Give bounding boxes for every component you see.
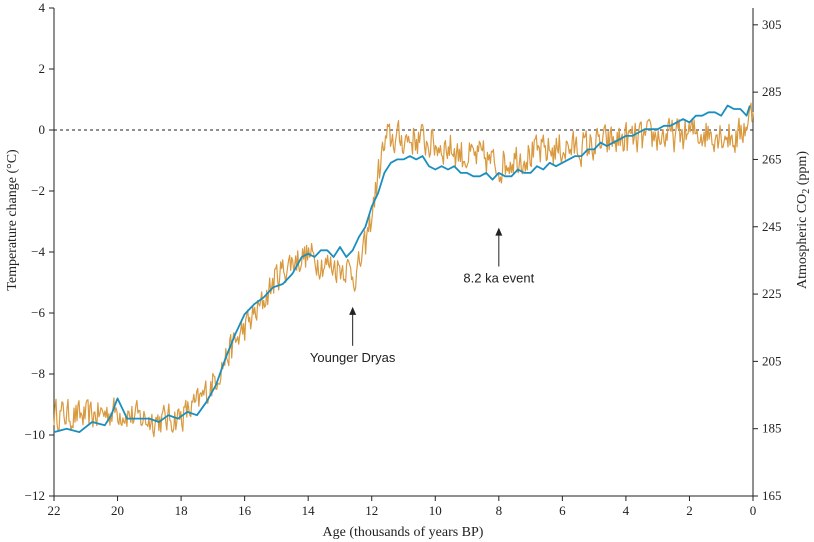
right-tick-label: 285 (762, 84, 782, 99)
annotations: Younger Dryas 8.2 ka event (310, 227, 535, 365)
right-axis-title: Atmospheric CO2 (ppm) (795, 151, 812, 289)
right-tick-label: 245 (762, 219, 782, 234)
left-axis-ticks: 4 2 0 −2 −4 −6 −8 −10 −12 (25, 0, 54, 503)
right-axis-title-unit: (ppm) (795, 151, 810, 189)
left-tick-label: −4 (31, 244, 45, 259)
left-tick-label: −6 (31, 305, 45, 320)
left-tick-label: −2 (31, 183, 45, 198)
left-tick-label: 4 (39, 0, 46, 15)
x-tick-label: 6 (559, 503, 566, 518)
annotation-arrowhead (495, 227, 503, 236)
right-tick-label: 265 (762, 151, 782, 166)
left-tick-label: −12 (25, 488, 45, 503)
left-axis-title: Temperature change (°C) (5, 149, 20, 291)
right-tick-label: 205 (762, 353, 782, 368)
co2-series-line (53, 104, 751, 433)
x-tick-label: 18 (175, 503, 188, 518)
right-tick-label: 165 (762, 488, 782, 503)
x-tick-label: 22 (48, 503, 61, 518)
left-tick-label: −10 (25, 427, 45, 442)
x-tick-label: 20 (111, 503, 124, 518)
x-axis-ticks: 22 20 18 16 14 12 10 8 6 4 2 0 (48, 496, 757, 518)
x-tick-label: 14 (302, 503, 316, 518)
x-tick-label: 4 (623, 503, 630, 518)
annotation: 8.2 ka event (463, 227, 535, 286)
left-tick-label: 2 (39, 61, 46, 76)
x-tick-label: 12 (365, 503, 378, 518)
annotation-arrowhead (349, 306, 357, 315)
right-tick-label: 225 (762, 286, 782, 301)
right-tick-label: 185 (762, 421, 782, 436)
x-tick-label: 10 (429, 503, 442, 518)
temperature-series-line (53, 102, 754, 438)
x-tick-label: 2 (686, 503, 693, 518)
right-axis-ticks: 305 285 265 245 225 205 185 165 (753, 17, 782, 503)
right-axis-title-main: Atmospheric CO (795, 194, 810, 289)
right-axis-title-subscript: 2 (801, 189, 812, 194)
annotation: Younger Dryas (310, 306, 396, 365)
right-tick-label: 305 (762, 17, 782, 32)
left-tick-label: −8 (31, 366, 45, 381)
x-tick-label: 0 (750, 503, 757, 518)
x-tick-label: 16 (238, 503, 252, 518)
x-tick-label: 8 (496, 503, 503, 518)
x-axis-title: Age (thousands of years BP) (323, 525, 484, 540)
annotation-label: Younger Dryas (310, 350, 396, 365)
left-tick-label: 0 (39, 122, 46, 137)
annotation-label: 8.2 ka event (463, 271, 534, 286)
